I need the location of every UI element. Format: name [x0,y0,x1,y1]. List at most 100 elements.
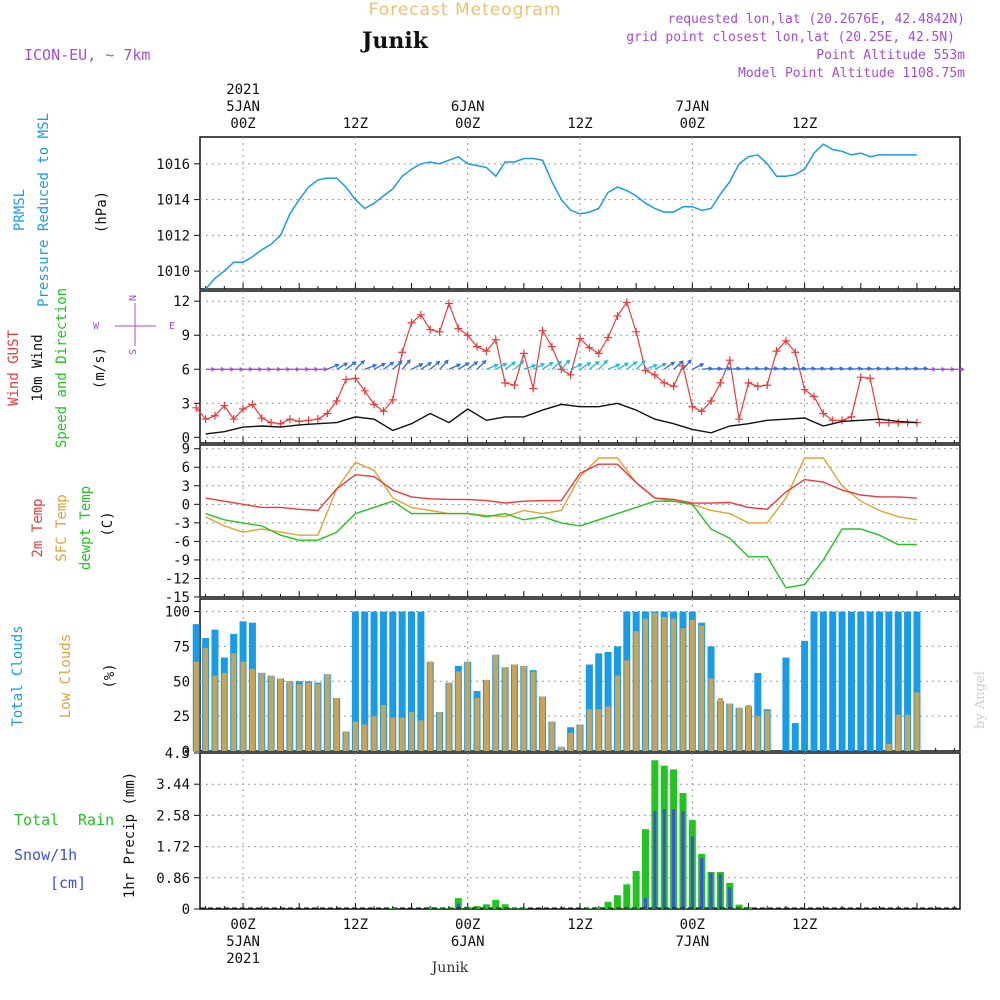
wind-direction-arrow [504,361,516,370]
wind-direction-arrowhead [586,362,592,367]
pressure-panel-labels: PRMSL Pressure Reduced to MSL (hPa) [12,113,110,307]
precip-tick-label: 0 [182,902,190,918]
wind-direction-arrow [532,363,545,370]
wind-direction-arrowhead [857,366,863,371]
pressure-unit: (hPa) [94,191,110,233]
wind-direction-arrowhead [519,360,525,365]
wind-direction-arrow [663,361,675,370]
time-label-top: 12Z [567,116,592,132]
wind-direction-arrowhead [603,359,609,365]
clouds-panel-labels: Total Clouds Low Clouds (%) [10,625,118,726]
snow-bar [672,809,676,909]
total-cloud-bar [838,611,846,751]
wind-direction-arrowhead [418,363,424,368]
snow-bar [456,903,460,909]
wind-direction-arrow [785,367,796,370]
wind-direction-arrowhead [381,362,386,367]
pressure-tick-label: 1016 [156,157,190,173]
total-cloud-bar [417,611,425,751]
footer-location: Junik [430,960,469,976]
wind-direction-arrowhead [372,363,378,369]
temp-tick-label: 0 [182,497,190,513]
wind-label-10m: 10m Wind [30,334,46,401]
total-cloud-bar [810,611,818,751]
gust-point [257,414,266,423]
gust-point [351,374,360,383]
wind-direction-arrowhead [801,366,807,371]
wind-direction-arrow [392,360,403,370]
wind-direction-arrow [570,363,582,370]
low-cloud-bar [315,684,321,751]
time-label-top: 12Z [343,116,368,132]
wind-direction-arrowhead [360,359,365,365]
low-cloud-bar [895,714,901,751]
low-cloud-bar [296,684,302,751]
wind-direction-arrow [907,367,918,370]
rain-bar [520,908,528,909]
gust-point [725,356,734,365]
wind-direction-arrowhead [343,362,349,367]
low-cloud-bar [699,625,705,751]
time-label-top: 12Z [792,116,817,132]
info-point-altitude: Point Altitude 553m [816,48,965,63]
wind-direction-arrow [551,360,562,370]
total-cloud-bar [782,657,790,751]
credit-label: by Angel [973,671,988,729]
low-cloud-bar [306,682,312,751]
info-grid-point: grid point closest lon,lat (20.25E, 42.5… [626,30,955,45]
rain-bar [389,908,397,909]
wind-direction-arrowhead [435,360,441,366]
wind-direction-arrow [739,367,750,370]
precip-label-snow: Snow/1h [14,846,77,864]
wind-direction-arrow [429,361,440,370]
rain-bar [426,907,434,909]
time-label-bottom: 5JAN [226,934,260,950]
gust-point [313,415,322,424]
gust-point [444,299,453,308]
wind-direction-arrowhead [595,360,600,366]
low-cloud-bar [624,660,630,751]
low-cloud-bar [914,692,920,751]
wind-direction-arrowhead [632,361,638,366]
gust-point [622,298,631,307]
gust-point [220,401,229,410]
time-label-bottom: 12Z [343,917,368,933]
wind-direction-arrowhead [456,363,462,368]
wind-direction-arrow [579,362,591,370]
snow-bar [644,898,648,909]
wind-tick-label: 12 [173,294,190,310]
gust-point [229,415,238,424]
total-cloud-bar [885,611,893,751]
gust-point [688,402,697,411]
time-label-bottom: 12Z [792,917,817,933]
low-cloud-bar [334,698,340,751]
wind-direction-arrow [729,367,740,370]
gust-point [594,349,603,358]
gust-point [285,415,294,424]
gust-point [519,349,528,358]
wind-direction-arrowhead [615,363,621,368]
precip-label-rain: Rain [78,811,114,829]
gust-point [454,324,463,333]
wind-direction-arrow [383,361,394,370]
wind-direction-arrow [523,364,536,370]
low-cloud-bar [203,647,209,751]
gust-point [669,382,678,391]
gust-point [510,381,519,390]
time-label-bottom: 2021 [226,951,260,967]
low-cloud-bar [465,661,471,751]
gust-point [697,407,706,416]
gust-point [641,366,650,375]
wind-direction-arrowhead [792,366,798,371]
clouds-tick-label: 0 [182,744,190,760]
gust-point [529,384,538,393]
wind-direction-arrowhead [941,367,947,372]
wind-speed-line [205,402,917,435]
time-label-top: 7JAN [675,99,709,115]
low-cloud-bar [633,631,639,751]
low-cloud-bar [399,717,405,751]
time-label-bottom: 12Z [567,917,592,933]
low-cloud-bar [605,706,611,751]
wind-direction-arrowhead [267,367,273,372]
